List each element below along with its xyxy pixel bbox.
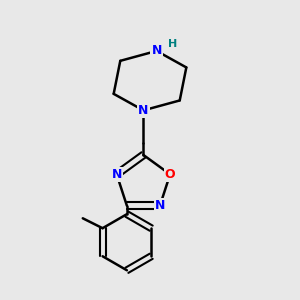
Text: H: H	[169, 39, 178, 49]
Text: N: N	[152, 44, 162, 57]
Text: O: O	[165, 168, 176, 181]
Text: N: N	[155, 199, 165, 212]
Text: N: N	[138, 104, 148, 117]
Text: N: N	[112, 168, 122, 181]
